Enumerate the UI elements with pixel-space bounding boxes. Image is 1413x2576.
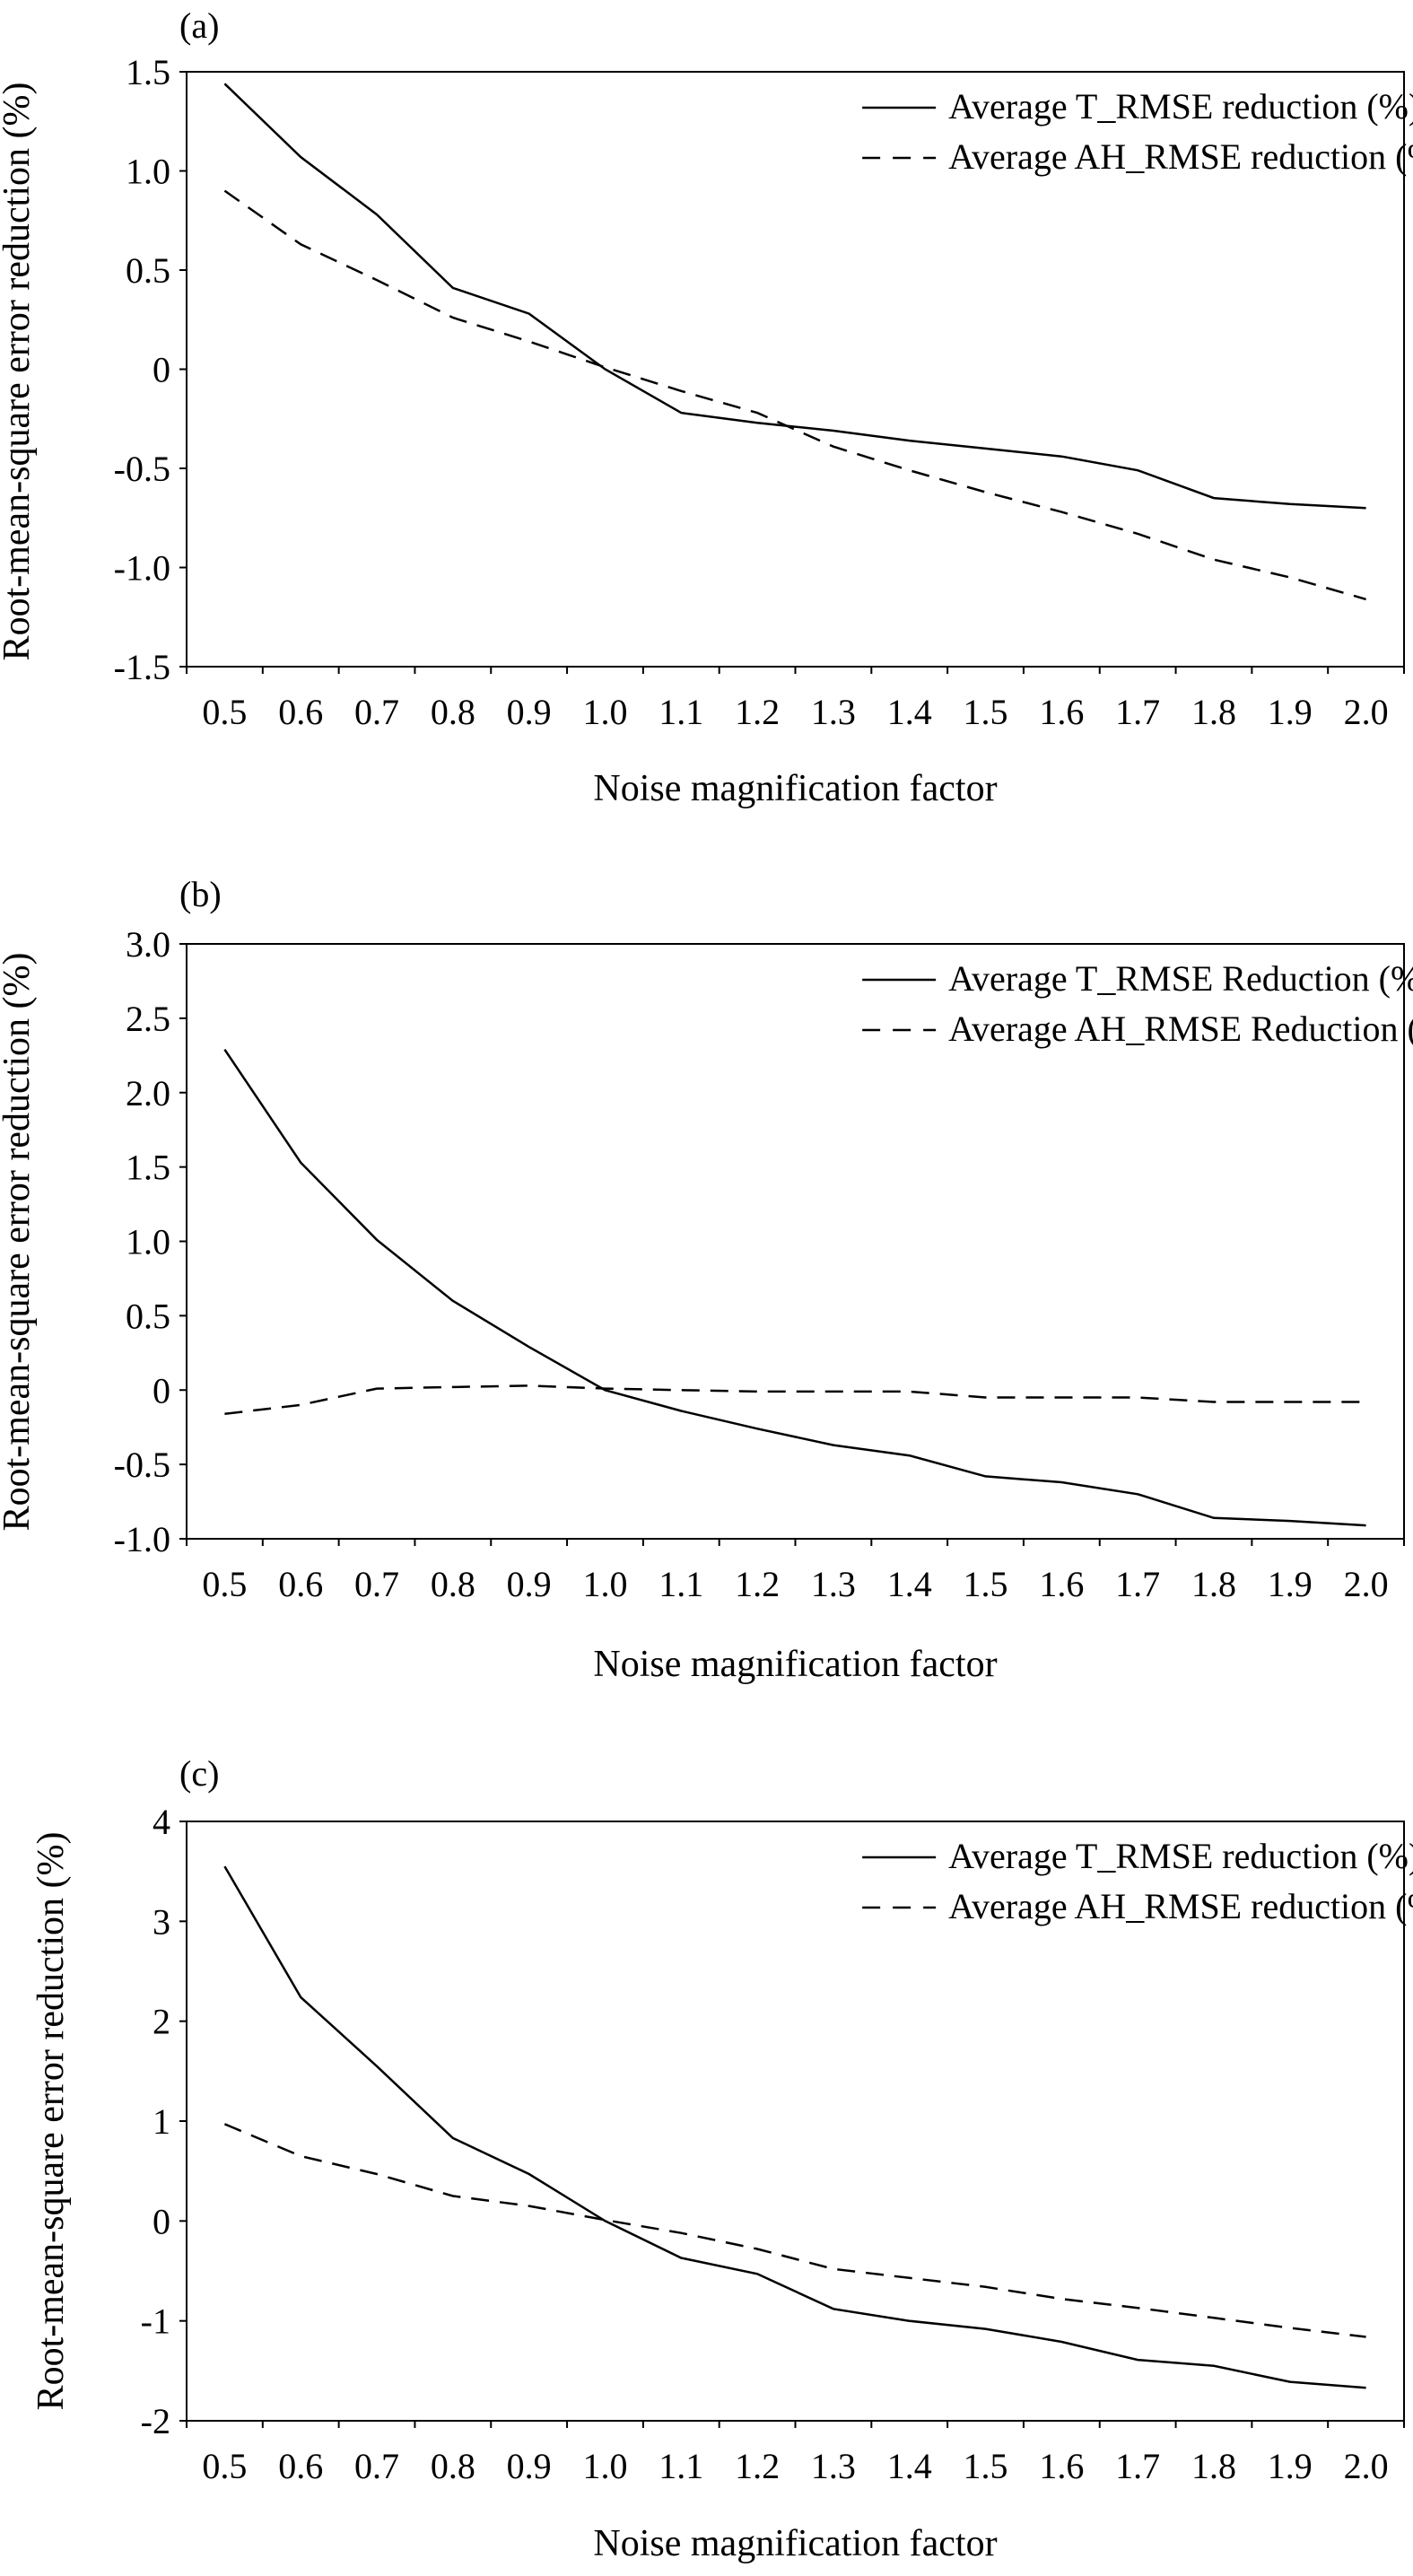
legend-entry: Average AH_RMSE Reduction (%): [948, 1009, 1413, 1049]
x-tick-label: 1.2: [735, 692, 780, 732]
x-tick-label: 1.1: [659, 692, 703, 732]
x-tick-label: 0.7: [354, 2446, 399, 2486]
y-tick-label: -1.0: [114, 1519, 170, 1559]
x-tick-label: 1.4: [887, 692, 932, 732]
y-tick-label: 1.5: [126, 52, 170, 92]
series-line-t-rmse: [223, 1865, 1366, 2389]
x-tick-label: 1.6: [1039, 2446, 1084, 2486]
x-tick-label: 1.1: [659, 1564, 703, 1604]
x-axis-title: Noise magnification factor: [593, 2523, 997, 2564]
x-tick-label: 2.0: [1344, 2446, 1389, 2486]
x-tick-label: 1.7: [1115, 1564, 1160, 1604]
y-tick-label: 2.0: [126, 1073, 170, 1113]
y-tick-label: -2: [141, 2401, 170, 2441]
x-tick-label: 0.8: [431, 692, 475, 732]
panel-label: (a): [179, 5, 219, 46]
x-tick-label: 1.5: [964, 692, 1008, 732]
x-tick-label: 0.8: [431, 1564, 475, 1604]
x-tick-label: 1.9: [1268, 2446, 1313, 2486]
legend-entry: Average AH_RMSE reduction (%): [948, 136, 1413, 177]
x-tick-label: 1.3: [811, 2446, 856, 2486]
legend-entry: Average T_RMSE reduction (%): [948, 86, 1413, 127]
chart-panel-2: (b)3.0 2.5 2.0 1.5 1.0 0.5 0 -0.5 -1.0 0.5 0.6 0.7 0…: [0, 874, 1413, 1685]
y-tick-label: -1.0: [114, 548, 170, 589]
x-tick-label: 0.5: [202, 692, 247, 732]
x-tick-label: 2.0: [1344, 692, 1389, 732]
x-tick-label: 1.7: [1115, 2446, 1160, 2486]
y-tick-label: 1.0: [126, 152, 170, 192]
y-axis-title: Root-mean-square error reduction (%): [0, 953, 38, 1532]
x-tick-label: 1.1: [659, 2446, 703, 2486]
x-tick-label: 0.8: [431, 2446, 475, 2486]
y-tick-label: -0.5: [114, 449, 170, 489]
x-tick-label: 0.9: [507, 692, 552, 732]
x-axis-title: Noise magnification factor: [593, 768, 997, 809]
x-tick-label: 1.0: [582, 692, 627, 732]
y-tick-label: 4: [153, 1802, 170, 1842]
y-tick-label: 0: [153, 1370, 170, 1410]
panel-label: (b): [179, 874, 222, 914]
x-tick-label: 1.6: [1039, 692, 1084, 732]
series-line-ah-rmse: [223, 189, 1366, 601]
y-axis-title: Root-mean-square error reduction (%): [31, 1832, 72, 2411]
y-tick-label: 2: [153, 2002, 170, 2042]
y-tick-label: 3.0: [126, 924, 170, 965]
x-tick-label: 0.6: [278, 2446, 323, 2486]
x-tick-label: 0.9: [507, 1564, 552, 1604]
y-tick-label: -1: [141, 2301, 170, 2342]
x-tick-label: 1.5: [964, 2446, 1008, 2486]
legend-entry: Average T_RMSE reduction (%): [948, 1836, 1413, 1876]
x-tick-label: 1.0: [582, 2446, 627, 2486]
y-tick-label: 0: [153, 350, 170, 390]
legend-entry: Average T_RMSE Reduction (%): [948, 958, 1413, 999]
x-tick-label: 0.5: [202, 2446, 247, 2486]
y-tick-label: 1: [153, 2101, 170, 2142]
y-tick-label: 0.5: [126, 250, 170, 291]
x-tick-label: 1.5: [964, 1564, 1008, 1604]
x-tick-label: 1.4: [887, 1564, 932, 1604]
x-tick-label: 0.7: [354, 692, 399, 732]
series-line-t-rmse: [223, 83, 1366, 510]
x-tick-label: 2.0: [1344, 1564, 1389, 1604]
y-tick-label: 0.5: [126, 1296, 170, 1336]
x-tick-label: 1.8: [1191, 2446, 1236, 2486]
y-tick-label: 0: [153, 2201, 170, 2241]
y-axis-title: Root-mean-square error reduction (%): [0, 83, 38, 661]
x-tick-label: 1.7: [1115, 692, 1160, 732]
x-tick-label: 1.6: [1039, 1564, 1084, 1604]
y-tick-label: 2.5: [126, 999, 170, 1039]
series-line-ah-rmse: [224, 1384, 1366, 1416]
x-tick-label: 1.9: [1268, 1564, 1313, 1604]
x-tick-label: 0.6: [278, 1564, 323, 1604]
panel-label: (c): [179, 1753, 219, 1794]
x-tick-label: 1.2: [735, 1564, 780, 1604]
chart-panel-1: (a)1.51.00.50-0.5-1.0-1.50.5 0.6 0.7 0.8 0.9…: [0, 5, 1413, 809]
x-tick-label: 1.9: [1268, 692, 1313, 732]
y-tick-label: 1.5: [126, 1148, 170, 1188]
x-tick-label: 0.5: [202, 1564, 247, 1604]
x-tick-label: 0.6: [278, 692, 323, 732]
y-tick-label: -1.5: [114, 647, 170, 687]
x-tick-label: 0.9: [507, 2446, 552, 2486]
y-tick-label: 1.0: [126, 1222, 170, 1262]
chart-panel-3: (c)4 3 2 1 0 -1 -2 0.5 0.6 0.7 0.8 0.9 1.0 1.1 1.2 1.3 1…: [31, 1753, 1413, 2564]
x-tick-label: 1.4: [887, 2446, 932, 2486]
x-tick-label: 1.3: [811, 692, 856, 732]
series-line-t-rmse: [223, 1049, 1366, 1527]
y-tick-label: 3: [153, 1901, 170, 1942]
x-tick-label: 1.8: [1191, 1564, 1236, 1604]
y-tick-label: -0.5: [114, 1445, 170, 1485]
x-tick-label: 1.2: [735, 2446, 780, 2486]
x-tick-label: 1.3: [811, 1564, 856, 1604]
legend-entry: Average AH_RMSE reduction (%): [948, 1886, 1413, 1926]
x-tick-label: 0.7: [354, 1564, 399, 1604]
x-axis-title: Noise magnification factor: [593, 1644, 997, 1685]
x-tick-label: 1.0: [582, 1564, 627, 1604]
series-line-ah-rmse: [223, 2123, 1366, 2338]
x-tick-label: 1.8: [1191, 692, 1236, 732]
